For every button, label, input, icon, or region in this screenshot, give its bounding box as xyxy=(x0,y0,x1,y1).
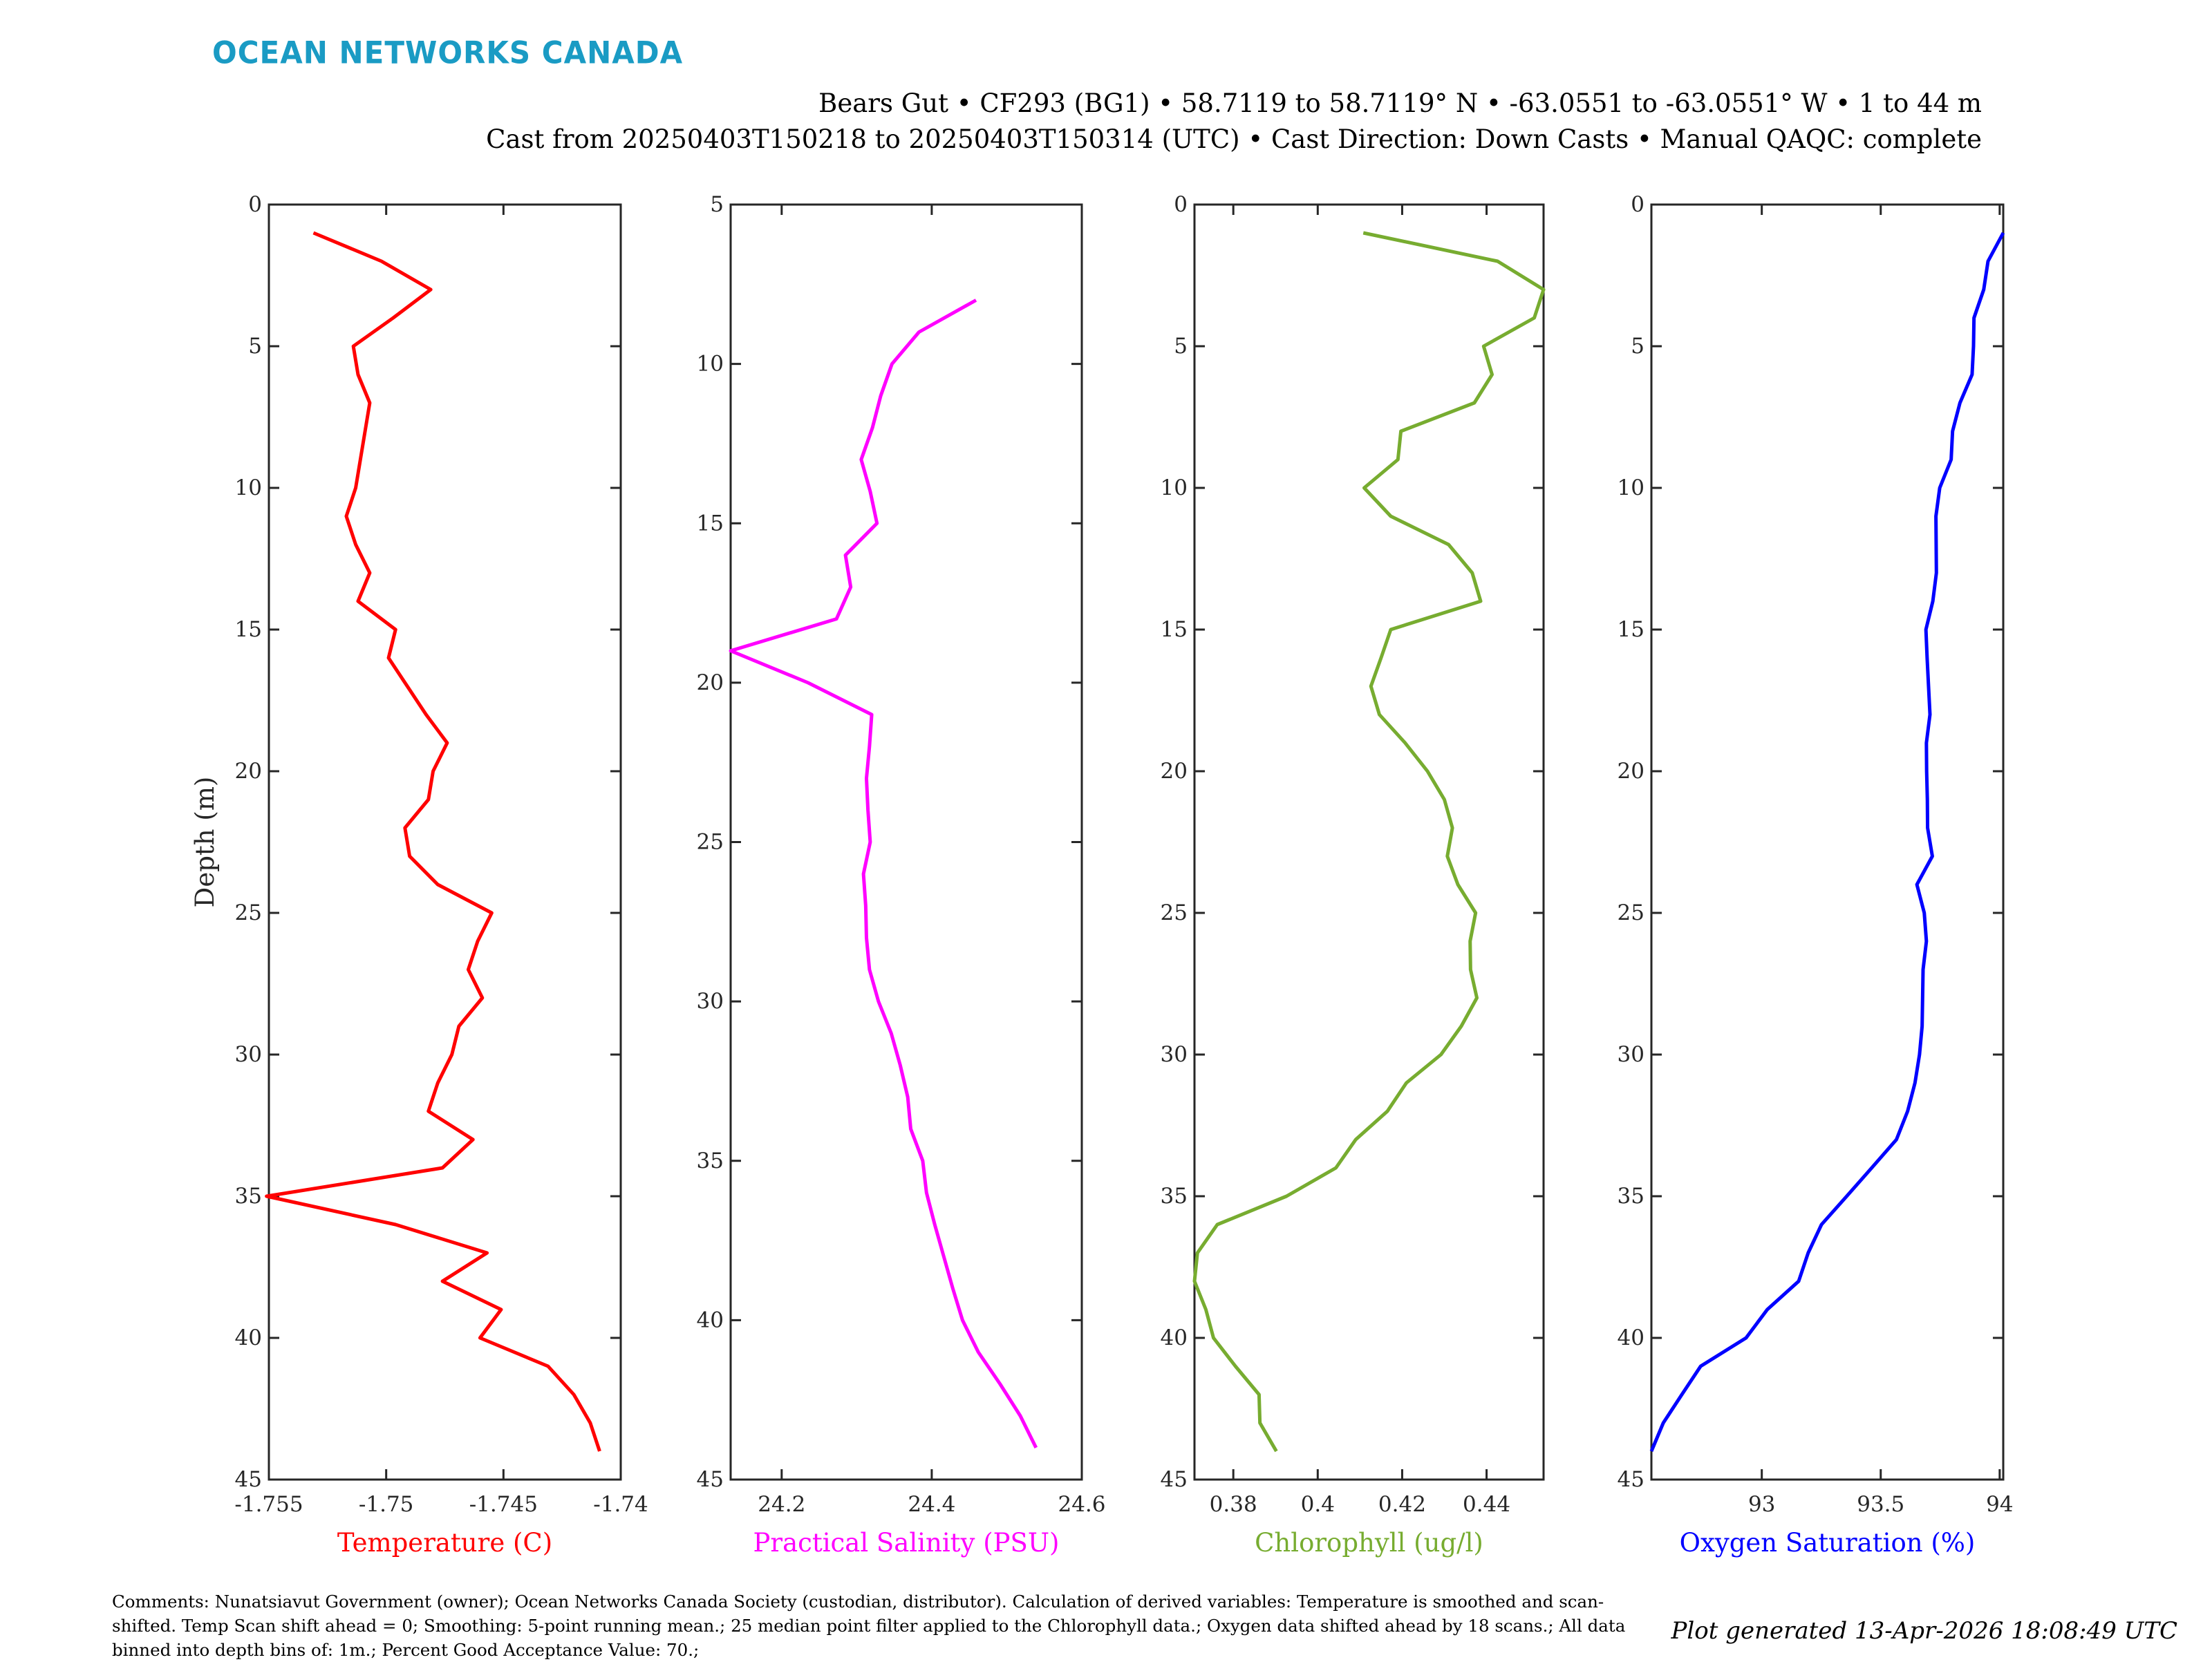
x-tick-label: -1.755 xyxy=(234,1492,303,1517)
y-tick-label: 40 xyxy=(1618,1325,1644,1350)
series-line-temperature xyxy=(267,233,600,1451)
x-tick-label: 93.5 xyxy=(1857,1492,1904,1517)
y-tick-label: 5 xyxy=(710,192,724,217)
y-tick-label: 25 xyxy=(235,900,262,925)
y-tick-label: 10 xyxy=(1618,475,1644,500)
plot-generated-timestamp: Plot generated 13-Apr-2026 18:08:49 UTC xyxy=(1671,1617,2177,1645)
series-line-chlorophyll xyxy=(1194,233,1544,1451)
y-tick-label: 0 xyxy=(1631,192,1644,217)
x-tick-label: 24.6 xyxy=(1058,1492,1105,1517)
y-tick-label: 40 xyxy=(697,1307,724,1332)
y-tick-label: 35 xyxy=(235,1184,262,1209)
axes-box xyxy=(269,205,621,1480)
y-tick-label: 15 xyxy=(1161,617,1188,642)
series-line-practical-salinity xyxy=(731,300,1036,1448)
y-tick-label: 30 xyxy=(235,1042,262,1067)
panel-chlorophyll-ug-l: 0.38 0.4 0.42 0.44 0 5 10 15 20 25 30 35 40 45 Chlorop… xyxy=(1161,192,1544,1558)
y-tick-label: 40 xyxy=(235,1325,262,1350)
series-line-oxygen-saturation xyxy=(1651,233,2003,1451)
y-axis-label: Depth (m) xyxy=(190,777,220,908)
y-tick-label: 25 xyxy=(697,830,724,855)
panel-practical-salinity-psu: 24.2 24.4 24.6 5 10 15 20 25 30 35 40 45 Practical S… xyxy=(697,192,1106,1558)
y-tick-label: 15 xyxy=(235,617,262,642)
y-tick-label: 45 xyxy=(697,1467,724,1492)
y-tick-label: 15 xyxy=(1618,617,1644,642)
axes-box xyxy=(1194,205,1544,1480)
y-tick-label: 35 xyxy=(1618,1184,1644,1209)
y-tick-label: 35 xyxy=(1161,1184,1188,1209)
axes-box xyxy=(731,205,1082,1480)
y-tick-label: 10 xyxy=(1161,475,1188,500)
x-tick-label: 24.4 xyxy=(908,1492,955,1517)
y-tick-label: 20 xyxy=(1161,759,1188,784)
y-tick-label: 45 xyxy=(1161,1467,1188,1492)
x-tick-label: 0.4 xyxy=(1301,1492,1335,1517)
y-tick-label: 10 xyxy=(697,352,724,377)
x-tick-label: 24.2 xyxy=(758,1492,805,1517)
x-tick-label: -1.74 xyxy=(593,1492,648,1517)
y-tick-label: 10 xyxy=(235,475,262,500)
y-tick-label: 30 xyxy=(1161,1042,1188,1067)
y-tick-label: 40 xyxy=(1161,1325,1188,1350)
y-tick-label: 35 xyxy=(697,1149,724,1173)
y-tick-label: 30 xyxy=(1618,1042,1644,1067)
y-tick-label: 0 xyxy=(1174,192,1188,217)
y-tick-label: 45 xyxy=(235,1467,262,1492)
y-tick-label: 20 xyxy=(1618,759,1644,784)
x-axis-label: Oxygen Saturation (%) xyxy=(1680,1528,1976,1558)
y-tick-label: 5 xyxy=(1174,334,1188,359)
axes-box xyxy=(1651,205,2003,1480)
panel-oxygen-saturation: 93 93.5 94 0 5 10 15 20 25 30 35 40 45 Oxygen Saturat… xyxy=(1618,192,2014,1558)
x-tick-label: 0.42 xyxy=(1378,1492,1426,1517)
x-axis-label: Chlorophyll (ug/l) xyxy=(1255,1528,1483,1558)
x-tick-label: 0.38 xyxy=(1210,1492,1257,1517)
y-tick-label: 20 xyxy=(235,759,262,784)
processing-comments: Comments: Nunatsiavut Government (owner)… xyxy=(112,1589,1626,1662)
y-tick-label: 30 xyxy=(697,989,724,1014)
panel-temperature-c: -1.755 -1.75 -1.745 -1.74 0 5 10 15 20 25 30 35 40 45… xyxy=(190,192,648,1558)
y-tick-label: 5 xyxy=(248,334,262,359)
x-tick-label: -1.75 xyxy=(359,1492,414,1517)
y-tick-label: 45 xyxy=(1618,1467,1644,1492)
y-tick-label: 15 xyxy=(697,511,724,536)
x-tick-label: -1.745 xyxy=(469,1492,538,1517)
x-tick-label: 93 xyxy=(1748,1492,1775,1517)
x-axis-label: Temperature (C) xyxy=(337,1528,552,1558)
y-tick-label: 0 xyxy=(248,192,262,217)
y-tick-label: 25 xyxy=(1618,900,1644,925)
x-tick-label: 0.44 xyxy=(1463,1492,1510,1517)
y-tick-label: 5 xyxy=(1631,334,1644,359)
y-tick-label: 20 xyxy=(697,670,724,695)
y-tick-label: 25 xyxy=(1161,900,1188,925)
x-tick-label: 94 xyxy=(1986,1492,2013,1517)
x-axis-label: Practical Salinity (PSU) xyxy=(753,1528,1059,1558)
